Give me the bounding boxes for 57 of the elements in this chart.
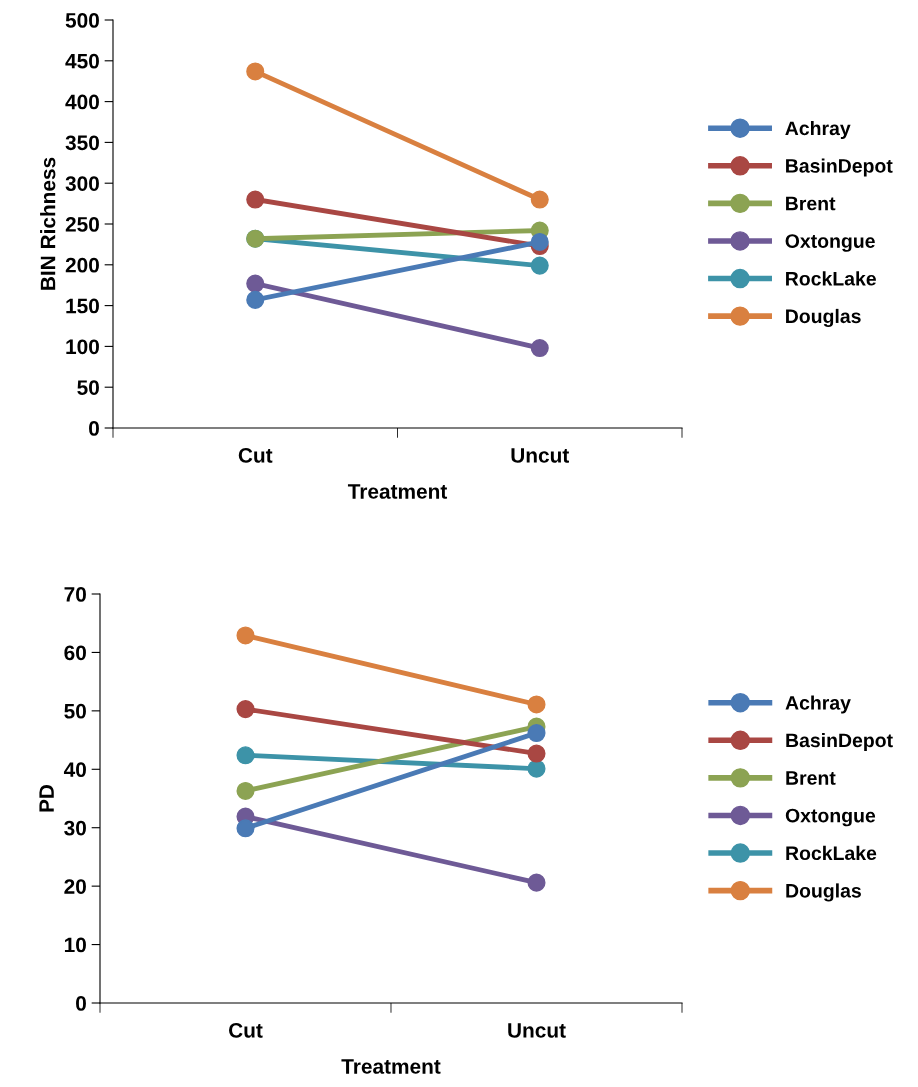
point xyxy=(236,700,255,719)
point xyxy=(236,781,255,800)
legend-label: BasinDepot xyxy=(786,733,893,752)
y-tick-label: 50 xyxy=(64,703,86,719)
y-axis-title: PD xyxy=(39,784,54,812)
point xyxy=(246,290,265,309)
point xyxy=(530,232,549,251)
x-axis-title: Treatment xyxy=(341,1059,441,1074)
legend-label: RockLake xyxy=(786,845,877,861)
x-axis-title: Treatment xyxy=(347,484,448,499)
legend-label: BasinDepot xyxy=(786,158,893,177)
legend-label: Douglas xyxy=(786,883,861,902)
legend-label: Brent xyxy=(786,196,836,211)
point xyxy=(236,746,255,765)
point xyxy=(236,819,255,838)
y-axis-title: BIN Richness xyxy=(40,157,56,290)
legend-label: Oxtongue xyxy=(785,808,876,827)
y-tick-label: 400 xyxy=(65,94,99,110)
y-tick-label: 100 xyxy=(66,339,99,355)
y-tick-label: 10 xyxy=(64,937,86,953)
legend-label: RockLake xyxy=(786,271,876,286)
x-tick-label: Uncut xyxy=(508,1023,566,1038)
y-tick-label: 60 xyxy=(64,645,86,661)
y-tick-label: 30 xyxy=(64,820,86,836)
x-tick-label: Uncut xyxy=(511,448,570,463)
point xyxy=(246,274,265,293)
x-tick-label: Cut xyxy=(238,447,273,463)
point xyxy=(236,626,255,645)
legend-label: Douglas xyxy=(786,308,861,328)
point xyxy=(527,873,546,892)
point xyxy=(527,695,546,714)
y-tick-label: 20 xyxy=(64,879,86,894)
y-tick-label: 450 xyxy=(65,53,99,69)
y-tick-label: 500 xyxy=(65,13,99,28)
legend-label: Achray xyxy=(785,120,851,140)
point xyxy=(246,190,265,209)
y-tick-label: 150 xyxy=(66,298,99,314)
legend-label: Oxtongue xyxy=(785,234,875,252)
point xyxy=(530,256,549,275)
point xyxy=(530,339,549,358)
y-tick-label: 0 xyxy=(89,421,99,436)
y-tick-label: 50 xyxy=(77,380,99,395)
point xyxy=(527,724,546,743)
point xyxy=(527,759,546,778)
x-tick-label: Cut xyxy=(229,1022,263,1038)
point xyxy=(530,190,549,209)
y-tick-label: 0 xyxy=(76,996,86,1011)
y-tick-label: 300 xyxy=(65,176,99,191)
point xyxy=(246,62,265,81)
legend-label: Brent xyxy=(786,771,836,785)
y-tick-label: 40 xyxy=(63,762,86,778)
y-tick-label: 250 xyxy=(65,217,99,232)
legend-label: Achray xyxy=(785,695,851,714)
y-tick-label: 70 xyxy=(64,587,86,602)
y-tick-label: 200 xyxy=(65,257,99,273)
y-tick-label: 350 xyxy=(65,135,99,151)
point xyxy=(527,744,546,763)
